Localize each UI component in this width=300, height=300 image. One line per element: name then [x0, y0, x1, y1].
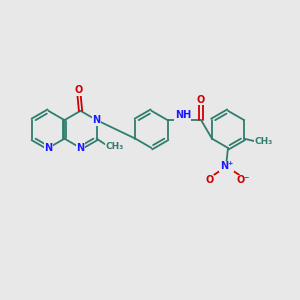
Text: N⁺: N⁺ [220, 161, 233, 172]
Text: N: N [92, 115, 101, 125]
Text: CH₃: CH₃ [105, 142, 123, 151]
Text: CH₃: CH₃ [255, 137, 273, 146]
Text: N: N [44, 143, 52, 153]
Text: O: O [75, 85, 83, 95]
Text: N: N [76, 143, 85, 153]
Text: O: O [206, 175, 214, 185]
Text: O⁻: O⁻ [237, 175, 250, 185]
Text: NH: NH [175, 110, 191, 120]
Text: O: O [197, 94, 205, 104]
